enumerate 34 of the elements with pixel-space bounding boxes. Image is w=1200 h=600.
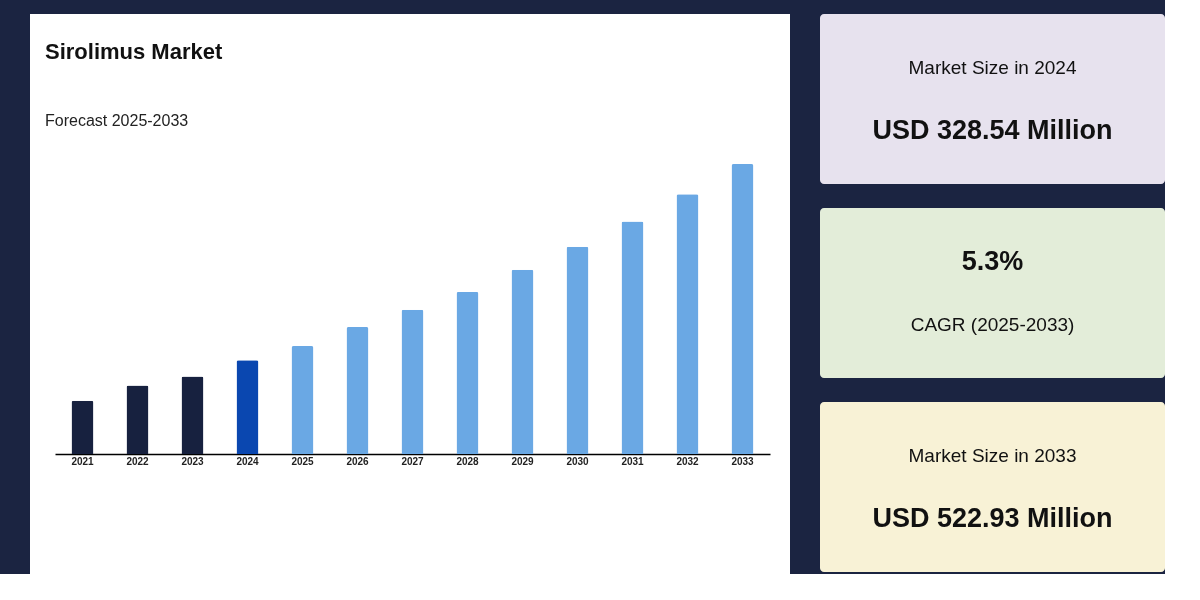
bar bbox=[731, 164, 754, 454]
bar bbox=[401, 309, 424, 454]
text: USD 328.54 Million bbox=[872, 115, 1113, 146]
bar bbox=[456, 291, 479, 454]
chart-title: Sirolimus Market bbox=[45, 39, 223, 64]
bar bbox=[511, 269, 534, 454]
bar bbox=[236, 360, 259, 454]
text: USD 522.93 Million bbox=[872, 503, 1113, 534]
x-tick-label: 2029 bbox=[511, 455, 535, 467]
text: CAGR (2025-2033) bbox=[910, 314, 1075, 336]
bar bbox=[71, 400, 94, 454]
bar bbox=[566, 246, 589, 454]
x-tick-label: 2023 bbox=[181, 455, 205, 467]
bar bbox=[676, 194, 699, 454]
x-tick-label: 2026 bbox=[346, 455, 370, 467]
x-tick-label: 2030 bbox=[566, 455, 590, 467]
bar bbox=[621, 221, 644, 454]
text: 5.3% bbox=[961, 246, 1024, 277]
bar bbox=[181, 376, 204, 454]
x-tick-label: 2021 bbox=[71, 455, 95, 467]
x-tick-label: 2025 bbox=[291, 455, 315, 467]
x-tick-label: 2031 bbox=[621, 455, 645, 467]
bar bbox=[346, 326, 369, 454]
x-tick-label: 2033 bbox=[731, 455, 755, 467]
text: Market Size in 2024 bbox=[908, 57, 1077, 79]
x-tick-label: 2027 bbox=[401, 455, 425, 467]
x-tick-label: 2028 bbox=[456, 455, 480, 467]
x-tick-label: 2024 bbox=[236, 455, 260, 467]
x-tick-label: 2032 bbox=[676, 455, 700, 467]
text: Market Size in 2033 bbox=[908, 445, 1077, 467]
bar bbox=[126, 385, 149, 454]
x-tick-label: 2022 bbox=[126, 455, 150, 467]
bar bbox=[291, 346, 314, 454]
chart-subtitle: Forecast 2025-2033 bbox=[45, 112, 189, 129]
